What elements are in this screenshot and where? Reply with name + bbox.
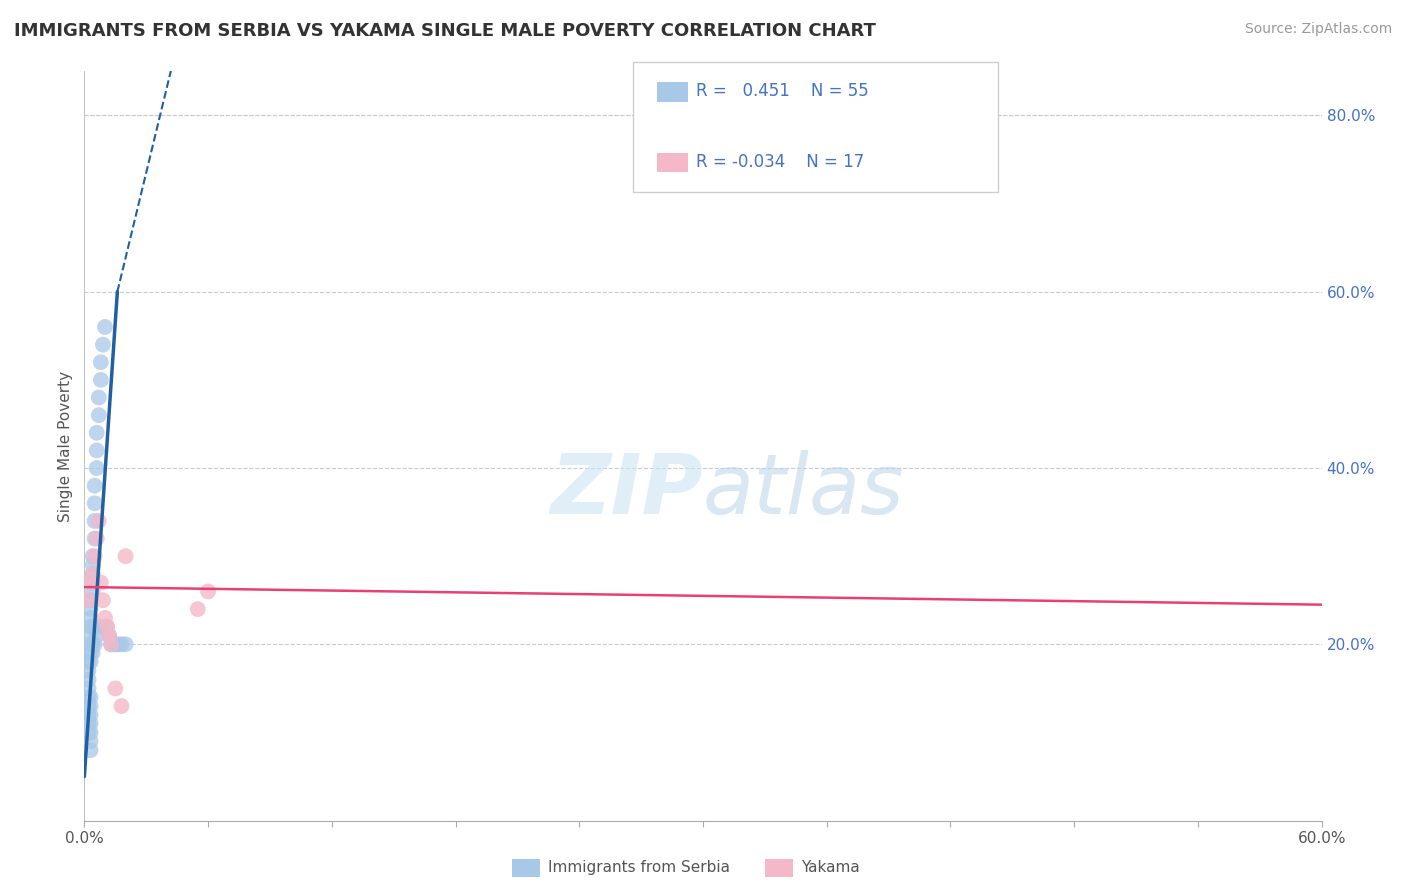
- Point: [79, 593, 101, 607]
- Point: [110, 699, 132, 714]
- Point: [79, 575, 101, 590]
- Point: [90, 355, 112, 369]
- Point: [79, 655, 101, 669]
- Text: Source: ZipAtlas.com: Source: ZipAtlas.com: [1244, 22, 1392, 37]
- Point: [79, 743, 101, 757]
- Point: [87, 514, 110, 528]
- Point: [79, 637, 101, 651]
- Point: [114, 549, 136, 564]
- Point: [82, 620, 104, 634]
- Point: [77, 664, 100, 678]
- Point: [83, 514, 105, 528]
- Point: [79, 611, 101, 625]
- Point: [94, 320, 117, 334]
- Point: [77, 593, 100, 607]
- Point: [86, 532, 108, 546]
- Point: [77, 725, 100, 739]
- Point: [77, 707, 100, 722]
- Point: [87, 408, 110, 422]
- Point: [87, 620, 110, 634]
- Point: [83, 549, 105, 564]
- Point: [94, 611, 117, 625]
- Point: [98, 628, 121, 642]
- Point: [82, 646, 104, 660]
- Point: [79, 707, 101, 722]
- Point: [82, 575, 104, 590]
- Point: [77, 699, 100, 714]
- Point: [90, 373, 112, 387]
- Point: [87, 391, 110, 405]
- Point: [79, 646, 101, 660]
- Point: [104, 681, 127, 696]
- Text: Yakama: Yakama: [801, 861, 860, 875]
- Point: [90, 575, 112, 590]
- Point: [83, 637, 105, 651]
- Point: [86, 443, 108, 458]
- Point: [114, 637, 136, 651]
- Point: [79, 734, 101, 748]
- Point: [77, 673, 100, 687]
- Point: [86, 425, 108, 440]
- Point: [82, 566, 104, 581]
- Point: [79, 628, 101, 642]
- Point: [77, 681, 100, 696]
- Point: [104, 637, 127, 651]
- Point: [82, 558, 104, 572]
- Point: [100, 637, 122, 651]
- Point: [86, 628, 108, 642]
- Text: ZIP: ZIP: [550, 450, 703, 532]
- Point: [82, 549, 104, 564]
- Point: [187, 602, 209, 616]
- Text: atlas: atlas: [703, 450, 904, 532]
- Y-axis label: Single Male Poverty: Single Male Poverty: [58, 370, 73, 522]
- Point: [105, 637, 128, 651]
- Text: R = -0.034    N = 17: R = -0.034 N = 17: [696, 153, 865, 171]
- Point: [91, 593, 114, 607]
- Point: [96, 620, 118, 634]
- Point: [98, 628, 121, 642]
- Point: [77, 655, 100, 669]
- Text: Immigrants from Serbia: Immigrants from Serbia: [548, 861, 730, 875]
- Point: [77, 716, 100, 731]
- Point: [100, 637, 122, 651]
- Point: [83, 532, 105, 546]
- Text: IMMIGRANTS FROM SERBIA VS YAKAMA SINGLE MALE POVERTY CORRELATION CHART: IMMIGRANTS FROM SERBIA VS YAKAMA SINGLE …: [14, 22, 876, 40]
- Point: [91, 337, 114, 351]
- Point: [82, 637, 104, 651]
- Point: [83, 478, 105, 492]
- Point: [96, 620, 118, 634]
- Text: R =   0.451    N = 55: R = 0.451 N = 55: [696, 82, 869, 100]
- Point: [110, 637, 132, 651]
- Point: [197, 584, 219, 599]
- Point: [79, 690, 101, 705]
- Point: [79, 602, 101, 616]
- Point: [82, 566, 104, 581]
- Point: [79, 620, 101, 634]
- Point: [82, 584, 104, 599]
- Point: [79, 725, 101, 739]
- Point: [77, 690, 100, 705]
- Point: [83, 496, 105, 510]
- Point: [86, 461, 108, 475]
- Point: [79, 699, 101, 714]
- Point: [79, 716, 101, 731]
